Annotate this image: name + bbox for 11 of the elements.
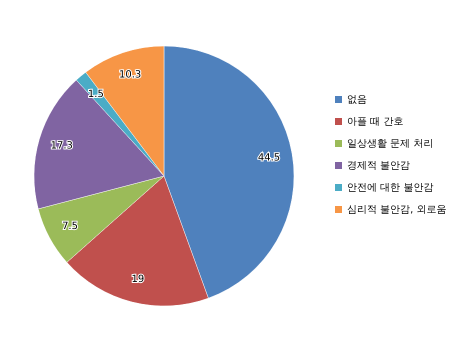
data-label: 7.5 (62, 221, 78, 232)
data-label: 19 (131, 274, 144, 286)
legend-label: 안전에 대한 불안감 (347, 182, 434, 194)
data-label: 10.3 (119, 70, 142, 81)
legend-label: 심리적 불안감, 외로움 (347, 204, 447, 216)
legend-label: 아플 때 간호 (347, 116, 404, 128)
legend-label: 일상생활 문제 처리 (347, 138, 434, 150)
data-label: 44.5 (258, 152, 280, 164)
data-label: 17.3 (50, 140, 73, 152)
legend-label: 경제적 불안감 (347, 160, 410, 172)
legend-label: 없음 (347, 94, 367, 106)
